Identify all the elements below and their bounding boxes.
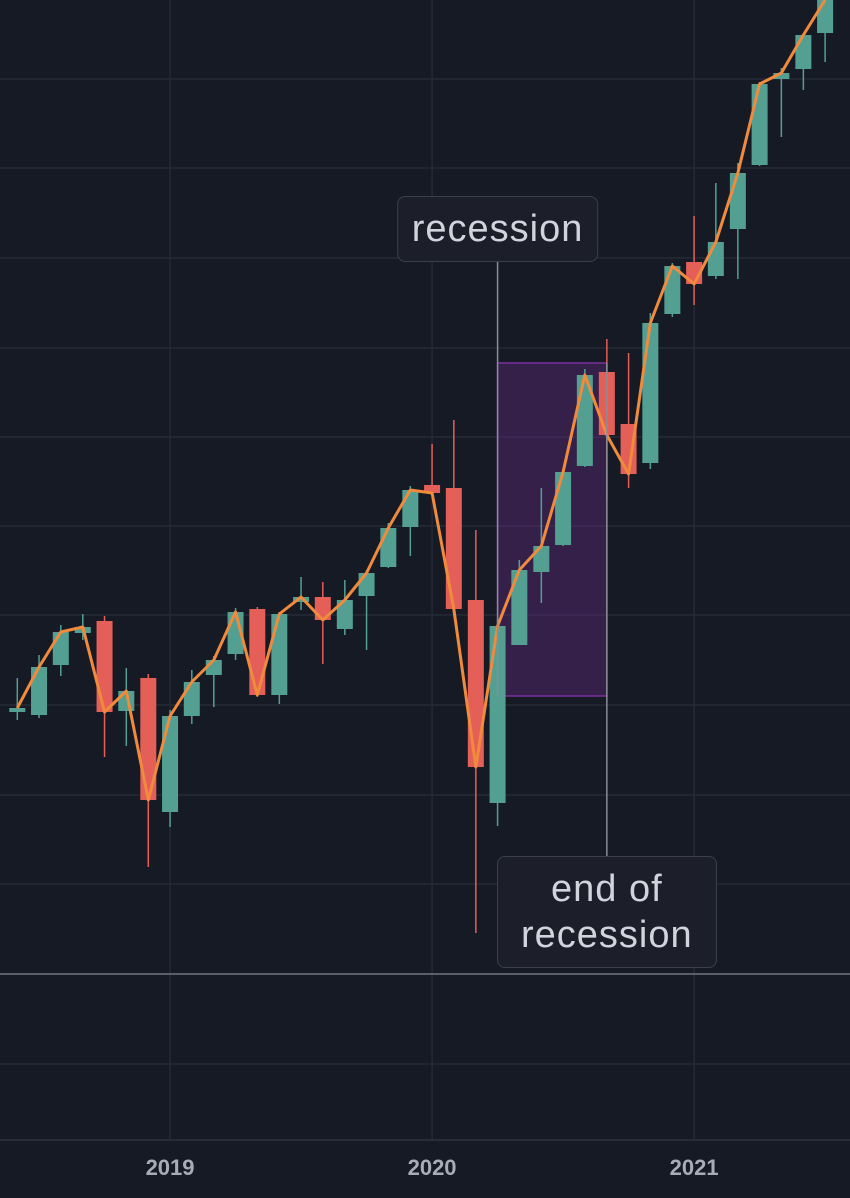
candle-body [249, 609, 266, 695]
candle-body [52, 632, 69, 665]
candle-body [380, 528, 397, 567]
candle-body [271, 614, 288, 695]
candle-body [445, 488, 462, 609]
candle-body [402, 490, 419, 527]
x-tick-label: 2021 [670, 1155, 719, 1180]
candle-body [96, 621, 113, 712]
candle-body [293, 597, 310, 602]
candle-body [729, 173, 746, 229]
candle-body [140, 678, 157, 800]
candle-body [707, 242, 724, 276]
annotation: recession [396, 196, 599, 262]
candle-body [555, 472, 572, 545]
candle-body [162, 716, 179, 812]
candle-body [773, 73, 790, 79]
candle-body [358, 573, 375, 596]
candle-body [817, 0, 834, 33]
candle-body [9, 708, 26, 712]
candle-body [489, 626, 506, 803]
x-tick-label: 2019 [146, 1155, 195, 1180]
candle-body [642, 323, 659, 463]
candle-body [751, 84, 768, 165]
candle-body [795, 35, 812, 69]
x-tick-label: 2020 [408, 1155, 457, 1180]
candle-body [511, 570, 528, 645]
candle-body [664, 266, 681, 314]
candle-body [467, 600, 484, 767]
close-line [15, 0, 827, 802]
candle-body [31, 667, 48, 715]
plot [0, 0, 850, 1140]
candle-body [183, 682, 200, 716]
candle-body [424, 485, 441, 493]
candle-body [336, 600, 353, 629]
annotation: end of recession [496, 856, 717, 968]
